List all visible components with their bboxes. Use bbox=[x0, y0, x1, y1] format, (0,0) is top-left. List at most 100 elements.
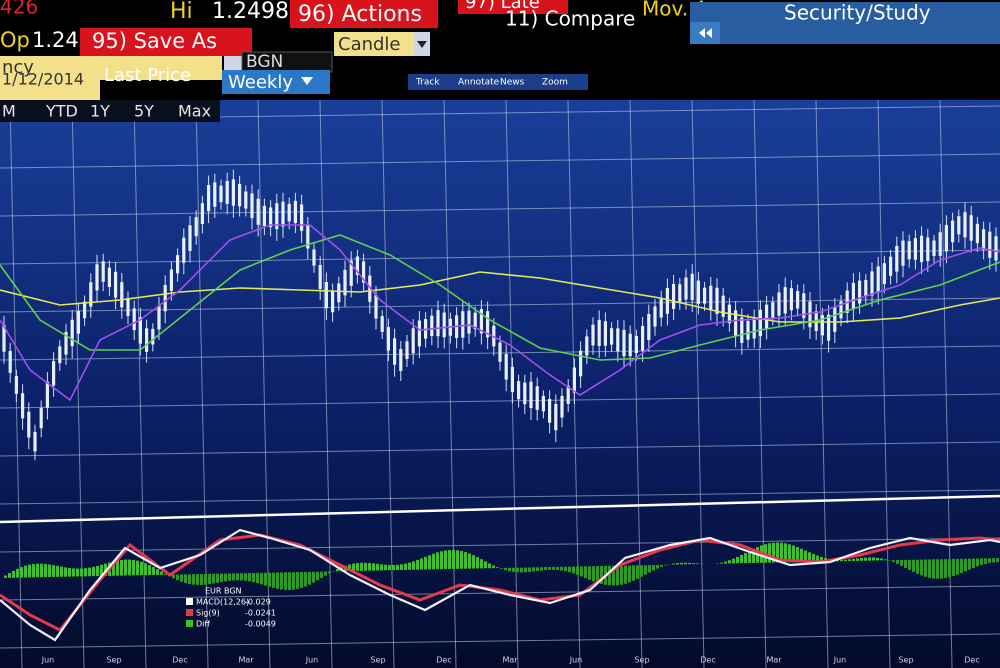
range-button[interactable]: 1Y bbox=[90, 102, 110, 121]
hist-bar bbox=[260, 572, 263, 585]
tool-button[interactable]: News bbox=[500, 78, 525, 88]
candle-body bbox=[145, 328, 149, 352]
candle-body bbox=[765, 304, 769, 329]
actions-label[interactable]: 96) Actions bbox=[298, 2, 422, 27]
hist-bar bbox=[452, 549, 455, 569]
hist-bar bbox=[572, 566, 575, 574]
candle-body bbox=[907, 241, 911, 260]
hist-bar bbox=[368, 563, 371, 571]
hist-bar bbox=[16, 568, 19, 578]
hist-bar bbox=[56, 565, 59, 577]
candle-body bbox=[504, 353, 508, 380]
candle-body bbox=[721, 295, 725, 317]
candle-field[interactable] bbox=[334, 32, 414, 56]
bgn-dropdown[interactable] bbox=[224, 56, 242, 74]
hist-bar bbox=[844, 559, 847, 562]
x-tick-label: Jun bbox=[305, 656, 319, 665]
candle-body bbox=[938, 232, 942, 256]
x-tick-label: Dec bbox=[700, 656, 715, 665]
hist-bar bbox=[28, 564, 31, 578]
hist-bar bbox=[892, 560, 895, 563]
study-button[interactable] bbox=[690, 2, 1000, 44]
date-field[interactable] bbox=[0, 80, 100, 100]
range-button[interactable]: 5Y bbox=[134, 102, 154, 121]
hist-bar bbox=[820, 556, 823, 562]
latest-button[interactable] bbox=[458, 0, 568, 14]
candle-body bbox=[331, 291, 335, 313]
candle-body bbox=[70, 319, 74, 347]
candle-body bbox=[436, 310, 440, 337]
candle-body bbox=[486, 311, 490, 338]
candle-label[interactable]: Candle bbox=[338, 34, 401, 55]
hist-bar bbox=[536, 567, 539, 572]
tool-button[interactable]: Track bbox=[415, 78, 440, 88]
hist-bar bbox=[420, 558, 423, 570]
candle-body bbox=[957, 216, 961, 235]
candle-body bbox=[473, 312, 477, 330]
candle-body bbox=[740, 317, 744, 344]
grid-h bbox=[0, 489, 1000, 505]
hist-bar bbox=[868, 557, 871, 561]
study-label[interactable]: Security/Study bbox=[784, 1, 931, 25]
hist-bar bbox=[312, 571, 315, 583]
currency-field[interactable] bbox=[0, 56, 222, 80]
hist-bar bbox=[316, 571, 319, 581]
range-button[interactable]: Max bbox=[178, 102, 211, 121]
tool-button[interactable]: Zoom bbox=[542, 78, 568, 88]
x-tick-label: Jun bbox=[833, 656, 847, 665]
candle-body bbox=[647, 314, 651, 340]
date-text[interactable]: 1/12/2014 bbox=[2, 70, 84, 89]
hist-bar bbox=[60, 566, 63, 577]
hist-bar bbox=[680, 562, 683, 565]
hist-bar bbox=[848, 559, 851, 562]
hist-bar bbox=[560, 566, 563, 571]
candle-body bbox=[876, 266, 880, 293]
candle-body bbox=[39, 407, 43, 429]
grid-h bbox=[0, 393, 1000, 409]
hist-bar bbox=[116, 560, 119, 576]
hist-bar bbox=[460, 550, 463, 569]
candle-body bbox=[163, 284, 167, 312]
candle-body bbox=[684, 277, 688, 300]
hist-bar bbox=[688, 562, 691, 565]
save-button[interactable] bbox=[80, 28, 252, 56]
hist-bar bbox=[364, 562, 367, 571]
hist-bar bbox=[236, 573, 239, 581]
hist-bar bbox=[900, 560, 903, 566]
hist-bar bbox=[68, 567, 71, 577]
last-price[interactable]: Last Price bbox=[104, 65, 191, 86]
hist-bar bbox=[192, 574, 195, 585]
hist-bar bbox=[404, 563, 407, 570]
candle-body bbox=[318, 264, 322, 290]
currency-text[interactable]: ncy bbox=[2, 57, 34, 78]
actions-button[interactable] bbox=[290, 0, 438, 28]
bgn-text[interactable]: BGN bbox=[246, 52, 283, 72]
hist-bar bbox=[180, 574, 183, 582]
candle-body bbox=[200, 203, 204, 224]
candle-body bbox=[281, 201, 285, 227]
hist-bar bbox=[324, 571, 327, 576]
hist-bar bbox=[676, 563, 679, 565]
hist-bar bbox=[872, 557, 875, 561]
hist-bar bbox=[804, 550, 807, 562]
hist-bar bbox=[164, 573, 167, 575]
tool-button[interactable]: Annotate bbox=[458, 78, 500, 88]
hist-bar bbox=[980, 558, 983, 566]
latest-label[interactable]: 97) Late bbox=[465, 0, 540, 13]
hist-bar bbox=[612, 565, 615, 586]
save-label[interactable]: 95) Save As bbox=[92, 29, 217, 53]
compare[interactable]: 11) Compare bbox=[505, 7, 635, 31]
hist-bar bbox=[232, 573, 235, 581]
candle-body bbox=[374, 294, 378, 319]
x-tick-label: Sep bbox=[634, 656, 649, 665]
hist-bar bbox=[228, 573, 231, 581]
hist-bar bbox=[360, 562, 363, 571]
range-button[interactable]: YTD bbox=[45, 102, 78, 121]
range-button[interactable]: M bbox=[2, 102, 16, 121]
hist-bar bbox=[532, 567, 535, 572]
weekly-label[interactable]: Weekly bbox=[228, 72, 293, 93]
candle-body bbox=[89, 282, 93, 307]
hist-bar bbox=[628, 565, 631, 583]
weekly-button[interactable] bbox=[222, 70, 330, 94]
